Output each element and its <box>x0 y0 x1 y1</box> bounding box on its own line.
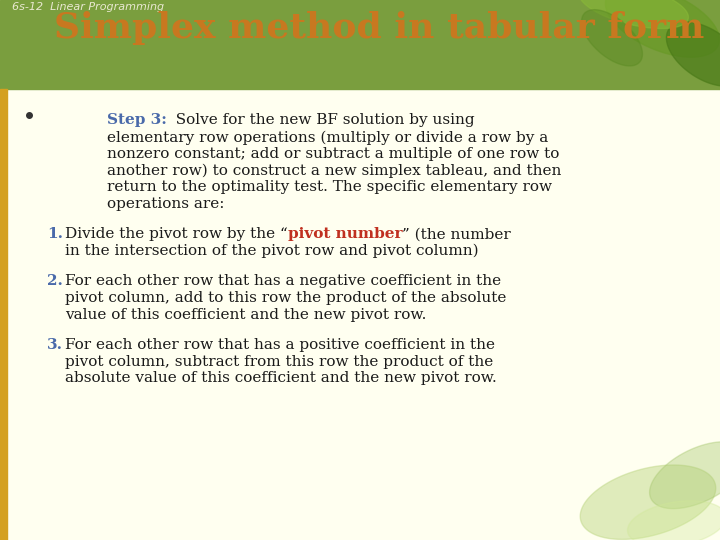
Text: another row) to construct a new simplex tableau, and then: another row) to construct a new simplex … <box>107 164 561 178</box>
Bar <box>0 0 720 89</box>
Text: 1.: 1. <box>47 227 63 241</box>
Text: value of this coefficient and the new pivot row.: value of this coefficient and the new pi… <box>65 308 426 322</box>
Text: pivot column, subtract from this row the product of the: pivot column, subtract from this row the… <box>65 355 493 368</box>
Text: 2.: 2. <box>47 274 63 288</box>
Bar <box>0 89 7 540</box>
Polygon shape <box>580 465 716 539</box>
Polygon shape <box>582 10 642 66</box>
Text: 3.: 3. <box>47 338 63 352</box>
Text: elementary row operations (multiply or divide a row by a: elementary row operations (multiply or d… <box>107 130 548 145</box>
Polygon shape <box>667 22 720 86</box>
Text: For each other row that has a positive coefficient in the: For each other row that has a positive c… <box>65 338 495 352</box>
Text: Divide the pivot row by the “: Divide the pivot row by the “ <box>65 227 287 241</box>
Text: absolute value of this coefficient and the new pivot row.: absolute value of this coefficient and t… <box>65 372 497 385</box>
Text: pivot column, add to this row the product of the absolute: pivot column, add to this row the produc… <box>65 291 506 305</box>
Text: ” (the number: ” (the number <box>402 227 510 241</box>
Text: operations are:: operations are: <box>107 197 224 211</box>
Text: 6s-12  Linear Programming: 6s-12 Linear Programming <box>12 2 163 12</box>
Text: nonzero constant; add or subtract a multiple of one row to: nonzero constant; add or subtract a mult… <box>107 147 559 161</box>
Polygon shape <box>606 0 719 57</box>
Text: Simplex method in tabular form: Simplex method in tabular form <box>54 11 704 45</box>
Text: in the intersection of the pivot row and pivot column): in the intersection of the pivot row and… <box>65 244 478 258</box>
Polygon shape <box>649 442 720 509</box>
Text: pivot number: pivot number <box>287 227 402 241</box>
Polygon shape <box>628 501 720 540</box>
Text: Solve for the new BF solution by using: Solve for the new BF solution by using <box>166 113 475 127</box>
Text: For each other row that has a negative coefficient in the: For each other row that has a negative c… <box>65 274 501 288</box>
Text: Step 3:: Step 3: <box>107 113 166 127</box>
Text: return to the optimality test. The specific elementary row: return to the optimality test. The speci… <box>107 180 552 194</box>
Polygon shape <box>579 0 688 29</box>
